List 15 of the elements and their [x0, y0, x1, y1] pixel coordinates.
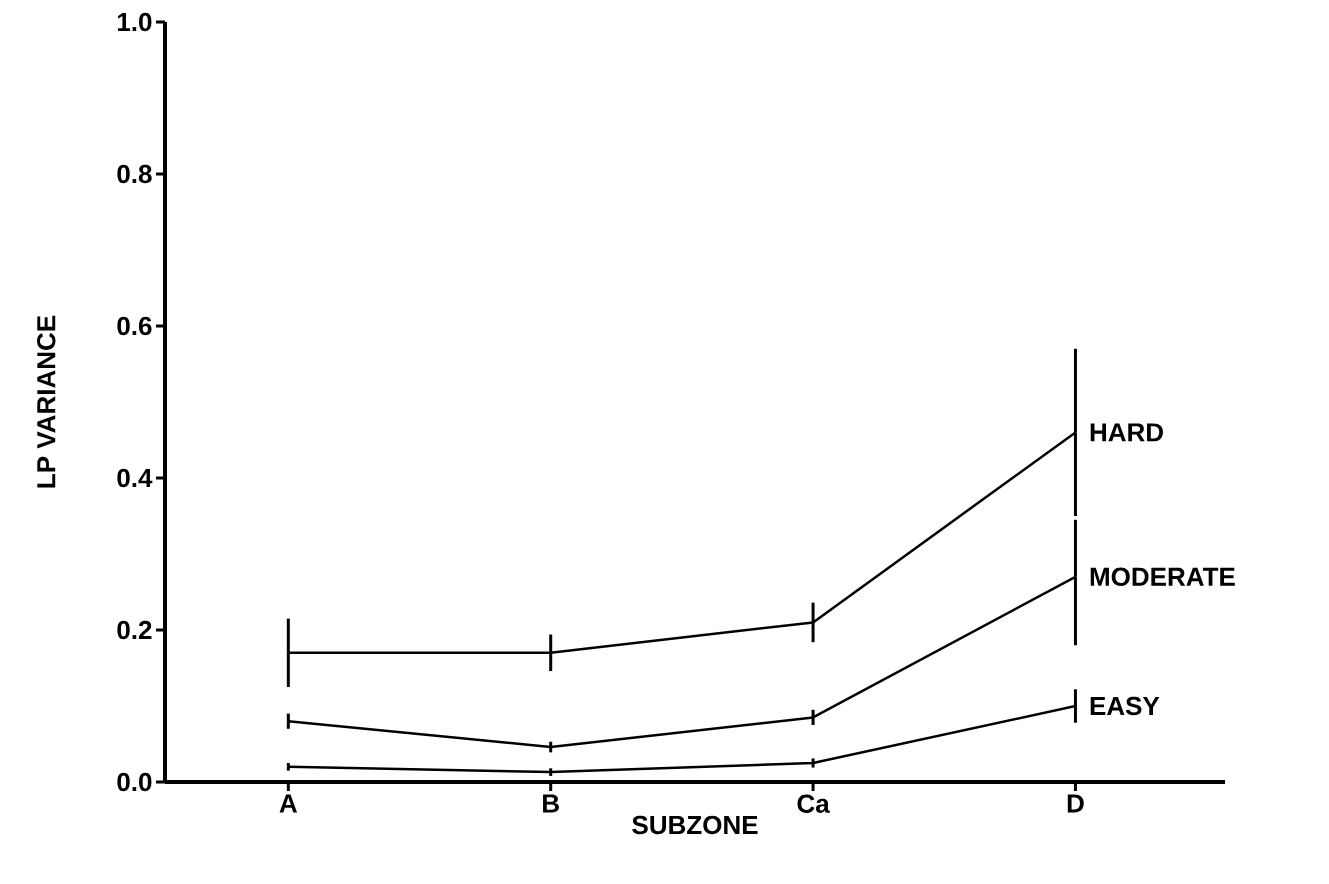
y-tick-label: 0.2 [117, 620, 152, 640]
series-label: HARD [1090, 423, 1163, 442]
x-tick-label: B [543, 794, 559, 813]
x-tick-label: A [279, 794, 298, 813]
x-axis-title: SUBZONE [632, 815, 758, 835]
series-label: MODERATE [1090, 567, 1235, 586]
y-tick-label: 0.0 [117, 772, 152, 792]
x-tick-label: Ca [797, 794, 830, 813]
y-tick-label: 0.4 [117, 468, 153, 488]
y-tick-label: 0.6 [117, 316, 152, 336]
y-tick-label: 1.0 [117, 12, 152, 32]
y-axis-title: LP VARIANCE [37, 315, 56, 488]
x-tick-label: D [1067, 794, 1084, 813]
y-tick-label: 0.8 [117, 164, 152, 184]
series-label: EASY [1090, 696, 1160, 716]
